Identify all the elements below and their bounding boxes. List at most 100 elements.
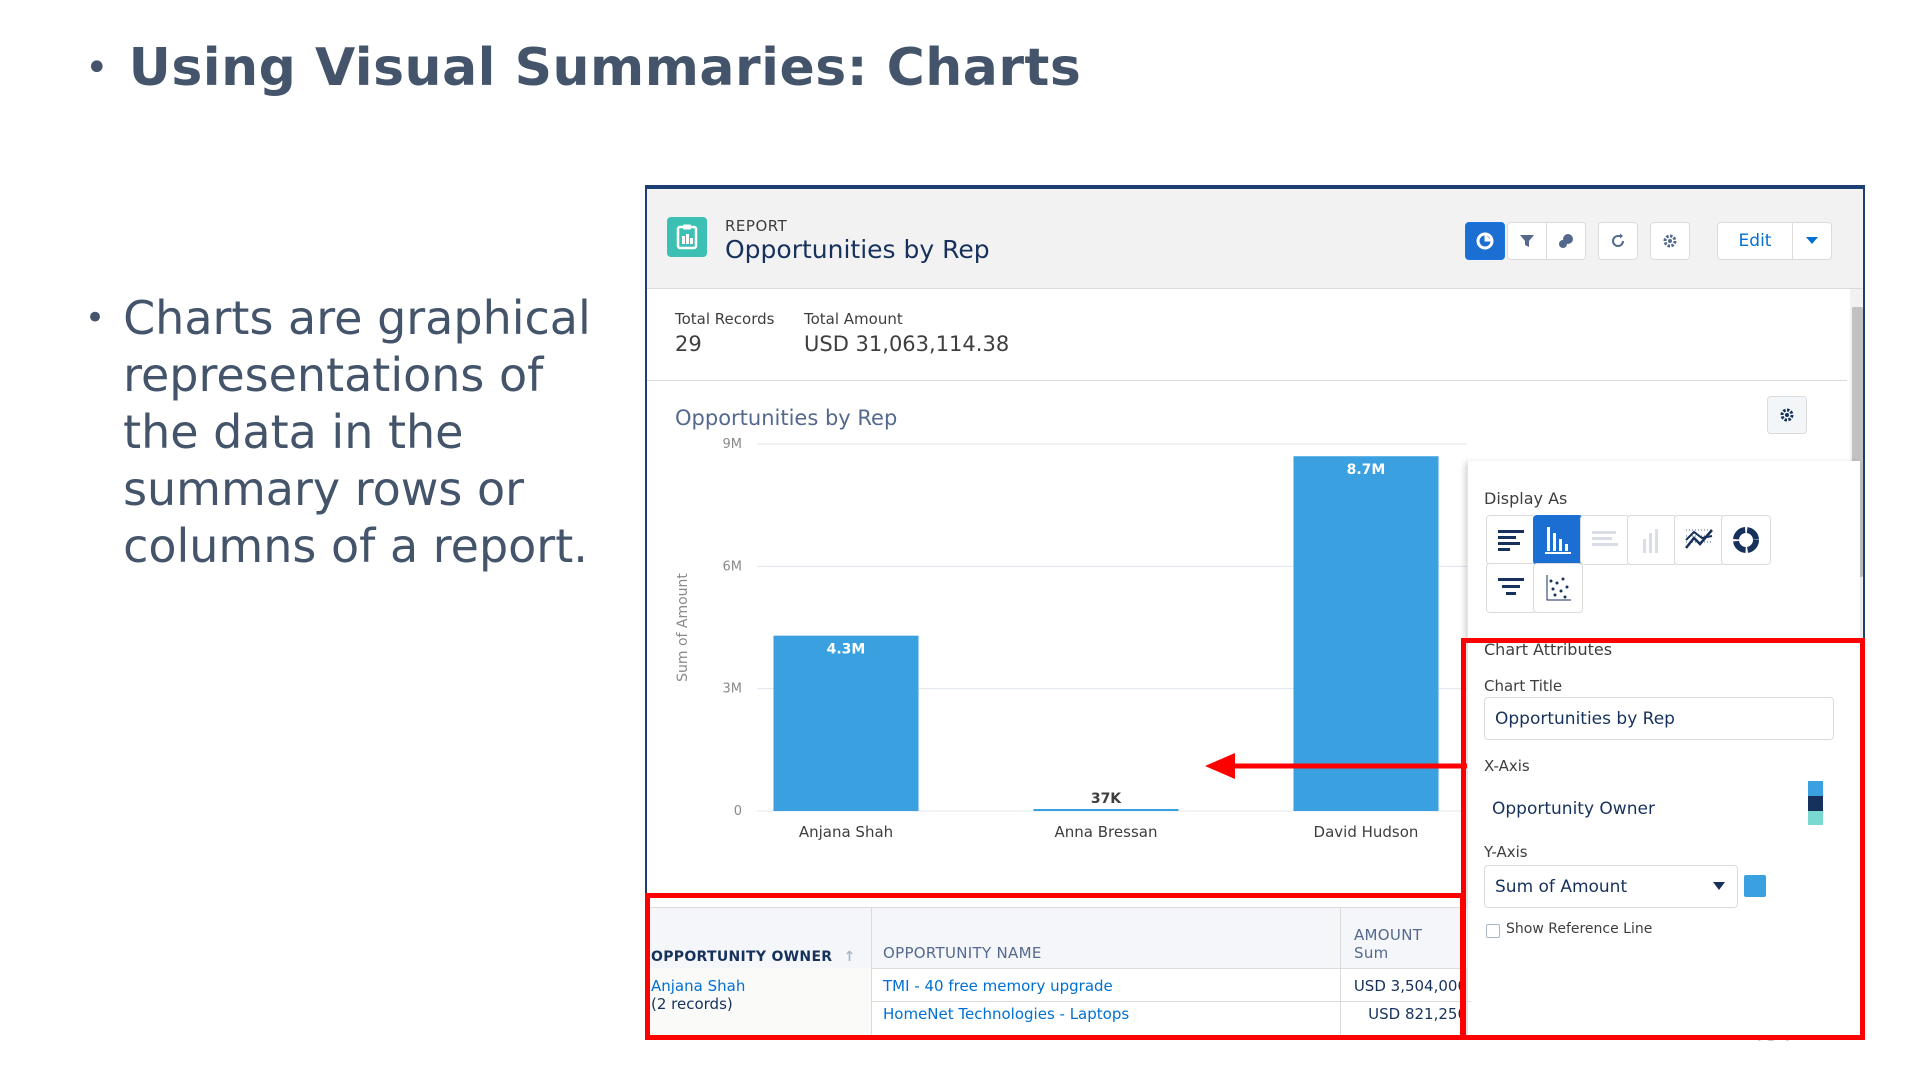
vertical-bar-chart-button[interactable] xyxy=(1533,515,1583,565)
reference-line-checkbox[interactable] xyxy=(1486,924,1500,938)
y-tick-label: 0 xyxy=(734,804,742,819)
settings-button[interactable] xyxy=(1650,222,1690,260)
stacked-horizontal-bar-chart-button[interactable] xyxy=(1580,515,1630,565)
data-label: 4.3M xyxy=(827,642,866,658)
stacked-vertical-bar-chart-button[interactable] xyxy=(1627,515,1677,565)
bullet-icon: • xyxy=(85,45,109,91)
chart-title: Opportunities by Rep xyxy=(675,406,898,430)
report-title: Opportunities by Rep xyxy=(725,235,990,264)
pie-chart-icon xyxy=(1476,232,1494,250)
chevron-down-icon xyxy=(1713,882,1725,890)
stacked-vertical-bar-icon xyxy=(1643,529,1658,553)
column-header-owner-label: OPPORTUNITY OWNER xyxy=(651,949,833,965)
chart-title-input[interactable]: Opportunities by Rep xyxy=(1484,697,1834,740)
donut-icon xyxy=(1733,527,1759,553)
column-header-owner[interactable]: OPPORTUNITY OWNER ↑ xyxy=(651,949,856,965)
report-header: REPORT Opportunities by Rep Edit xyxy=(647,189,1863,289)
report-window: REPORT Opportunities by Rep Edit Total R… xyxy=(645,185,1865,1040)
total-amount-value: USD 31,063,114.38 xyxy=(804,332,1010,356)
chevron-down-icon xyxy=(1806,237,1818,244)
bullet-icon: • xyxy=(85,298,106,338)
data-label: 37K xyxy=(1091,791,1122,807)
amount-cell: USD 3,504,000 xyxy=(1353,977,1467,995)
amount-cell: USD 821,250 xyxy=(1368,1005,1467,1023)
bar xyxy=(773,635,919,811)
column-header-amount-sub: Sum xyxy=(1354,944,1389,962)
donut-chart-button[interactable] xyxy=(1721,515,1771,565)
table-highlight-box xyxy=(645,893,1465,1040)
display-as-label: Display As xyxy=(1484,489,1568,508)
funnel-icon xyxy=(1498,578,1524,595)
funnel-chart-button[interactable] xyxy=(1486,563,1536,613)
x-tick-label: Anjana Shah xyxy=(799,823,893,841)
slide-body: • Charts are graphical representations o… xyxy=(85,290,605,575)
chart-settings-button[interactable] xyxy=(1767,396,1807,434)
slide-title-row: • Using Visual Summaries: Charts xyxy=(85,38,1081,98)
filter-button[interactable] xyxy=(1507,222,1547,260)
scatter-icon xyxy=(1546,575,1571,601)
group-cell xyxy=(647,968,872,1038)
red-arrow xyxy=(1205,753,1467,779)
column-divider xyxy=(1340,968,1341,1038)
gear-icon xyxy=(1780,408,1794,422)
chart-attributes-highlight-box xyxy=(1461,638,1865,1040)
bar xyxy=(1033,809,1179,811)
filter-icon xyxy=(1520,235,1534,247)
reference-line-label: Show Reference Line xyxy=(1506,921,1653,937)
y-tick-label: 9M xyxy=(723,437,743,452)
line-chart-icon xyxy=(1685,529,1713,549)
conditional-format-button[interactable] xyxy=(1546,222,1586,260)
y-axis-select[interactable]: Sum of Amount xyxy=(1484,865,1738,908)
line-chart-button[interactable] xyxy=(1674,515,1724,565)
y-axis-color-swatch[interactable] xyxy=(1744,875,1766,897)
slide-body-text: Charts are graphical representations of … xyxy=(123,291,591,573)
chart-attributes-label: Chart Attributes xyxy=(1484,640,1613,659)
y-tick-label: 3M xyxy=(723,682,743,697)
bar xyxy=(1293,456,1439,811)
chart-toggle-button[interactable] xyxy=(1465,222,1505,260)
scrollbar-thumb[interactable] xyxy=(1852,307,1863,577)
report-icon xyxy=(667,217,707,257)
column-header-amount[interactable]: AMOUNT xyxy=(1354,926,1423,944)
opportunity-link[interactable]: HomeNet Technologies - Laptops xyxy=(883,1005,1130,1023)
total-amount-label: Total Amount xyxy=(804,310,903,328)
x-tick-label: Anna Bressan xyxy=(1055,823,1158,841)
total-records-value: 29 xyxy=(675,332,702,356)
table-header xyxy=(647,907,1467,969)
divider xyxy=(647,380,1847,381)
data-label: 8.7M xyxy=(1347,462,1386,478)
y-axis-label: Y-Axis xyxy=(1484,843,1528,861)
x-axis-color-swatch[interactable] xyxy=(1808,781,1823,825)
column-header-name[interactable]: OPPORTUNITY NAME xyxy=(883,944,1042,962)
vertical-bar-icon xyxy=(1545,527,1571,554)
scatter-chart-button[interactable] xyxy=(1533,563,1583,613)
chart-title-field-label: Chart Title xyxy=(1484,677,1563,695)
edit-button[interactable]: Edit xyxy=(1717,222,1793,260)
x-axis-label: X-Axis xyxy=(1484,757,1530,775)
refresh-icon xyxy=(1612,233,1624,247)
row-divider xyxy=(871,1001,1471,1002)
report-kicker: REPORT xyxy=(725,217,788,235)
edit-menu-button[interactable] xyxy=(1792,222,1832,260)
y-tick-label: 6M xyxy=(723,559,743,574)
column-divider xyxy=(871,908,872,968)
paint-icon xyxy=(1559,234,1573,248)
x-tick-label: David Hudson xyxy=(1314,823,1419,841)
refresh-button[interactable] xyxy=(1598,222,1638,260)
stacked-horizontal-bar-icon xyxy=(1592,531,1618,546)
y-axis-title: Sum of Amount xyxy=(675,573,691,682)
x-axis-value[interactable]: Opportunity Owner xyxy=(1492,799,1655,819)
column-divider xyxy=(1340,908,1341,968)
y-axis-value: Sum of Amount xyxy=(1495,876,1628,897)
opportunity-link[interactable]: TMI - 40 free memory upgrade xyxy=(883,977,1113,995)
owner-record-count: (2 records) xyxy=(651,995,733,1013)
slide-title: Using Visual Summaries: Charts xyxy=(128,38,1082,98)
gear-icon xyxy=(1663,234,1677,248)
horizontal-bar-chart-button[interactable] xyxy=(1486,515,1536,565)
owner-link[interactable]: Anjana Shah xyxy=(651,977,746,995)
sort-ascending-icon: ↑ xyxy=(843,949,856,965)
horizontal-bar-icon xyxy=(1498,530,1524,551)
total-records-label: Total Records xyxy=(675,310,775,328)
chart-properties-panel: Display As Chart Attributes Chart Title … xyxy=(1467,461,1860,1038)
bar-chart: 0 3M 6M 9M Sum of Amount 4.3M Anjana Shah 37K An… xyxy=(675,437,1467,841)
